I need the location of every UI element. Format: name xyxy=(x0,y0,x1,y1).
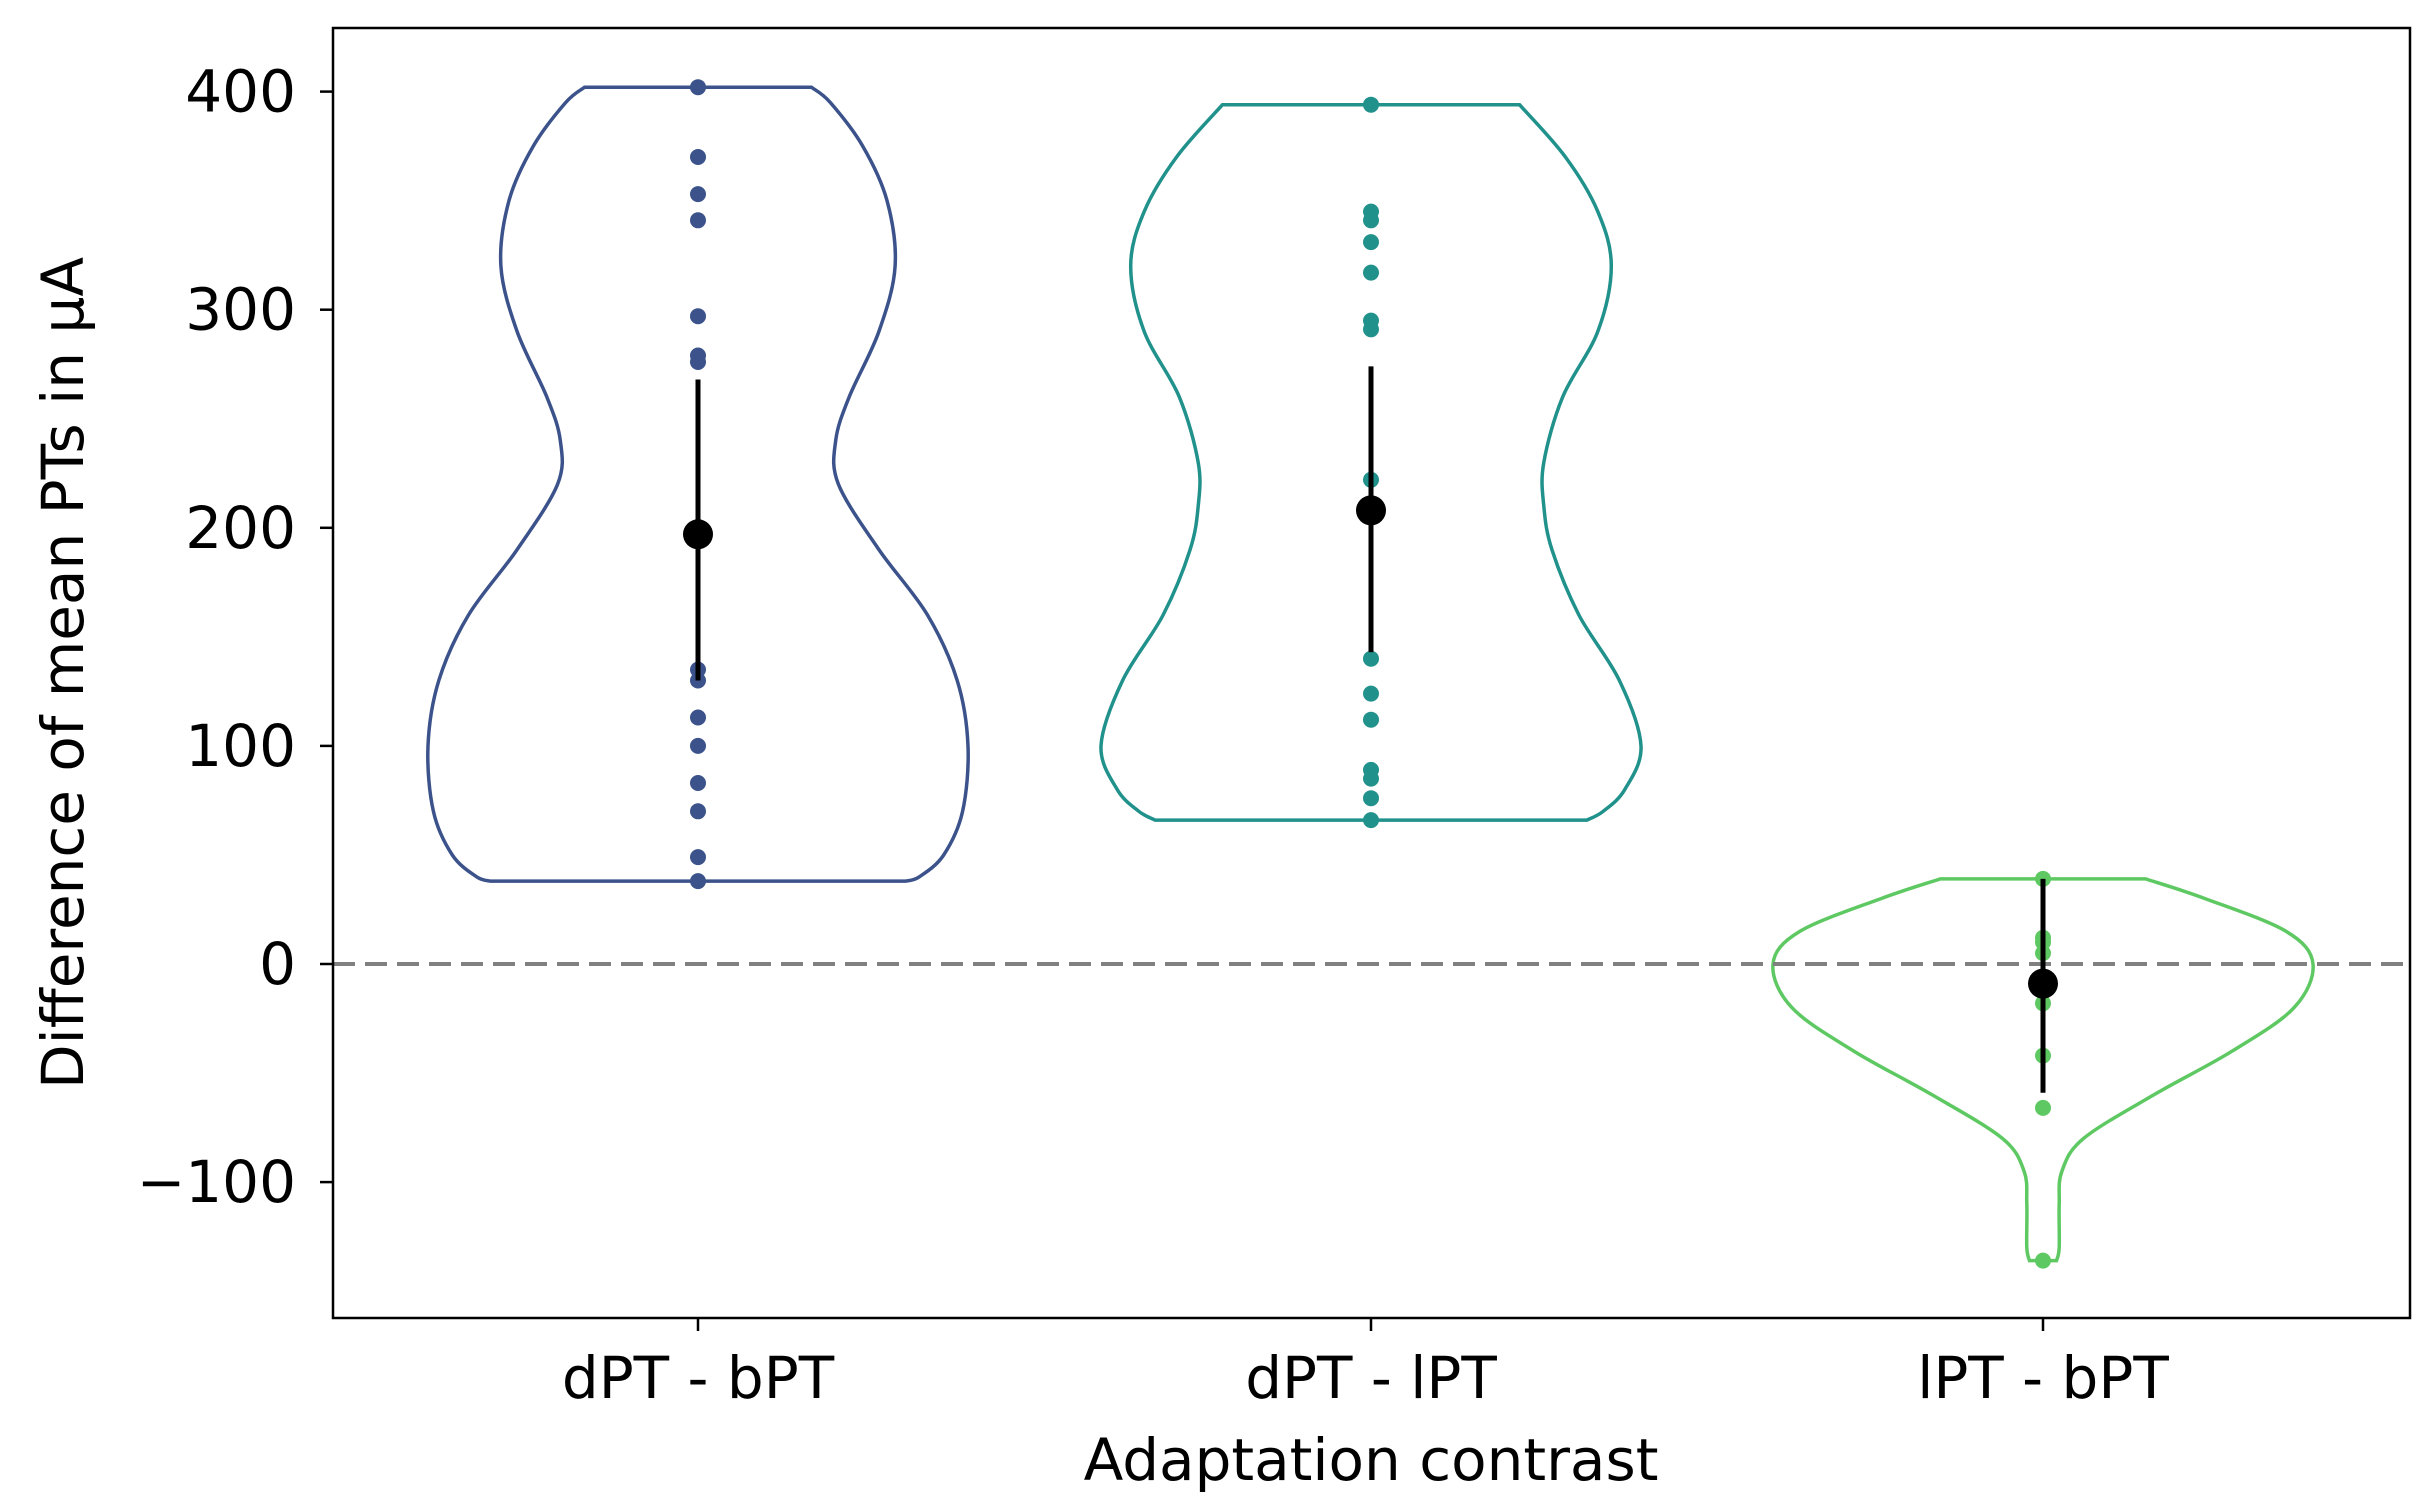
y-tick-label: 0 xyxy=(259,930,296,998)
data-point-dpt-lpt xyxy=(1363,96,1379,113)
mean-marker-dpt-bpt xyxy=(683,519,713,550)
data-point-dpt-lpt xyxy=(1363,790,1379,807)
data-point-dpt-bpt xyxy=(690,186,706,203)
violin-lpt-bpt xyxy=(1771,877,2315,1263)
data-point-dpt-bpt xyxy=(690,79,706,96)
data-point-lpt-bpt xyxy=(2035,1252,2051,1269)
y-tick-label: 300 xyxy=(185,276,296,344)
y-tick-label: 200 xyxy=(185,494,296,562)
data-point-dpt-lpt xyxy=(1363,234,1379,251)
data-point-dpt-lpt xyxy=(1363,650,1379,667)
violins-layer xyxy=(426,85,2315,1263)
x-tick-label: lPT - bPT xyxy=(1917,1344,2169,1412)
x-tick-label: dPT - bPT xyxy=(562,1344,835,1412)
y-tick-label: 400 xyxy=(185,58,296,126)
data-point-dpt-bpt xyxy=(690,849,706,866)
y-axis: −100 0 100 200 300 400 xyxy=(137,58,333,1216)
data-point-dpt-bpt xyxy=(690,149,706,165)
data-point-dpt-lpt xyxy=(1363,264,1379,281)
data-point-dpt-lpt xyxy=(1363,685,1379,702)
data-point-dpt-bpt xyxy=(690,737,706,754)
data-point-dpt-bpt xyxy=(690,775,706,791)
x-axis-label: Adaptation contrast xyxy=(1084,1426,1659,1494)
data-point-dpt-bpt xyxy=(690,308,706,325)
x-axis: dPT - bPT dPT - lPT lPT - bPT xyxy=(562,1318,2169,1412)
data-point-dpt-lpt xyxy=(1363,812,1379,829)
data-point-dpt-lpt xyxy=(1363,770,1379,787)
y-tick-label: −100 xyxy=(137,1148,296,1216)
mean-marker-lpt-bpt xyxy=(2028,968,2058,999)
data-point-dpt-bpt xyxy=(690,354,706,370)
y-axis-label: Difference of mean PTs in μA xyxy=(29,257,97,1089)
mean-marker-dpt-lpt xyxy=(1356,495,1386,526)
mean-ci-layer xyxy=(683,366,2058,1093)
data-point-dpt-bpt xyxy=(690,873,706,890)
y-tick-label: 100 xyxy=(185,712,296,780)
data-point-dpt-lpt xyxy=(1363,711,1379,728)
data-point-dpt-bpt xyxy=(690,709,706,726)
violin-dpt-bpt xyxy=(426,85,970,883)
data-point-dpt-lpt xyxy=(1363,212,1379,229)
data-point-dpt-lpt xyxy=(1363,321,1379,338)
violin-dpt-lpt xyxy=(1099,102,1643,822)
data-point-dpt-bpt xyxy=(690,212,706,229)
data-point-dpt-bpt xyxy=(690,803,706,820)
data-point-lpt-bpt xyxy=(2035,1099,2051,1116)
x-tick-label: dPT - lPT xyxy=(1245,1344,1497,1412)
